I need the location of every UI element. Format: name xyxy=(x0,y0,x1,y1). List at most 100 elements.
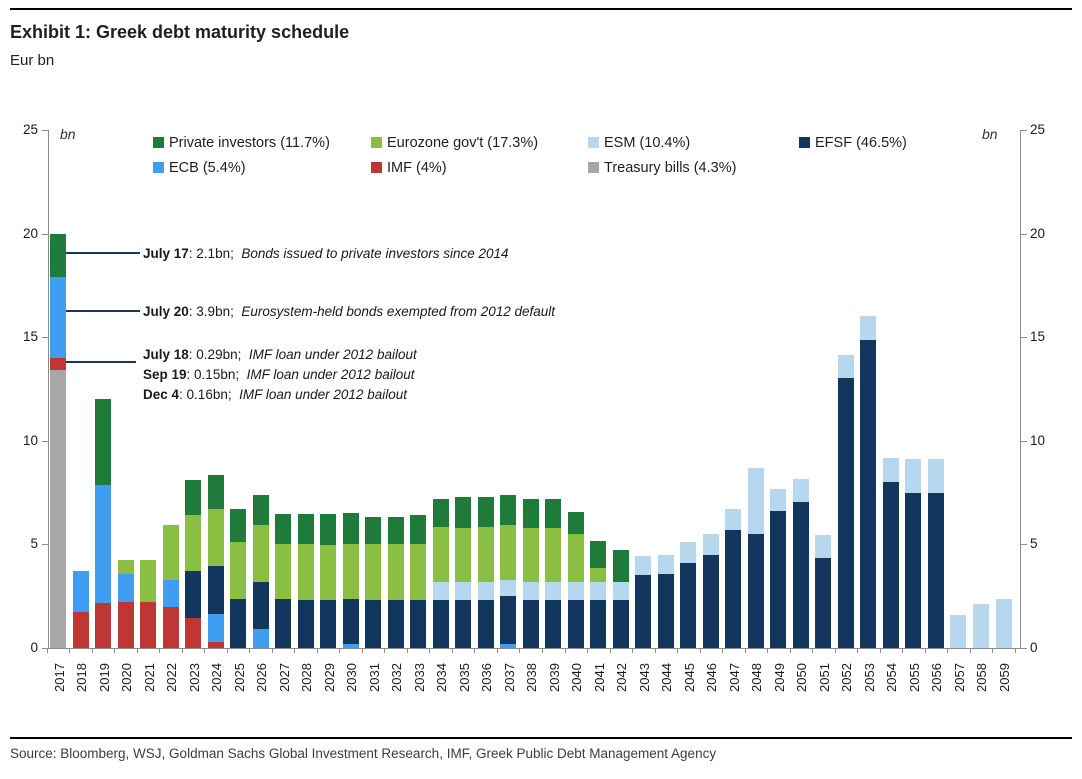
legend-item-ecb: ECB (5.4%) xyxy=(153,160,246,176)
legend-label: Private investors (11.7%) xyxy=(169,135,330,151)
x-tick-label: 2030 xyxy=(344,663,360,692)
x-tick xyxy=(384,648,386,653)
bar-segment xyxy=(567,512,584,535)
y-tick-label-left: 20 xyxy=(22,225,38,241)
x-tick xyxy=(181,648,183,653)
x-tick xyxy=(969,648,971,653)
bar-segment xyxy=(477,496,494,527)
x-tick-label: 2038 xyxy=(524,663,540,692)
unit-label-right: bn xyxy=(982,126,998,142)
bar-segment xyxy=(545,498,562,528)
legend-swatch xyxy=(588,137,599,148)
bar-segment xyxy=(50,370,66,648)
bar-segment xyxy=(950,614,967,648)
y-tick-label-left: 0 xyxy=(30,640,38,655)
bar-segment xyxy=(432,498,449,527)
y-tick-label-right: 25 xyxy=(1030,122,1046,137)
y-tick-label-right: 0 xyxy=(1030,640,1038,655)
bar-segment xyxy=(72,611,89,648)
annotation-amount: 2.1bn; xyxy=(196,246,234,261)
y-axis-right xyxy=(1020,130,1021,649)
bar-segment xyxy=(545,581,562,601)
x-tick xyxy=(722,648,724,653)
bar-segment xyxy=(860,316,877,341)
bar-segment xyxy=(590,581,607,601)
x-tick-label: 2043 xyxy=(636,663,652,692)
bar-segment xyxy=(792,501,809,648)
x-tick-label: 2058 xyxy=(974,663,990,692)
annotation-text: July 20: 3.9bn; Eurosystem-held bonds ex… xyxy=(143,304,556,319)
legend-label: IMF (4%) xyxy=(387,160,447,176)
y-tick-left xyxy=(42,544,48,546)
bar-segment xyxy=(342,544,359,600)
x-tick-label: 2039 xyxy=(546,663,562,692)
y-tick-left xyxy=(42,130,48,131)
bar-segment xyxy=(815,535,832,558)
bar-segment xyxy=(207,474,224,510)
bar-segment xyxy=(590,600,607,648)
y-tick-left xyxy=(42,233,48,235)
annotation-description: IMF loan under 2012 bailout xyxy=(239,387,407,402)
x-tick-label: 2020 xyxy=(119,663,135,692)
bar-segment xyxy=(500,643,517,648)
x-tick-label: 2021 xyxy=(141,663,157,692)
x-tick-label: 2045 xyxy=(681,663,697,692)
bar-segment xyxy=(477,581,494,601)
top-rule xyxy=(10,8,1072,10)
bar-segment xyxy=(702,554,719,648)
x-tick-label: 2048 xyxy=(749,663,765,692)
x-tick xyxy=(699,648,701,653)
bar-segment xyxy=(612,549,629,582)
x-tick-label: 2053 xyxy=(861,663,877,692)
bar-segment xyxy=(680,563,697,648)
x-tick-label: 2032 xyxy=(389,663,405,692)
x-tick-label: 2022 xyxy=(164,663,180,692)
y-tick-label-left: 25 xyxy=(22,122,38,137)
annotation-description: IMF loan under 2012 bailout xyxy=(248,347,417,362)
bar-segment xyxy=(342,513,359,545)
x-tick xyxy=(857,648,859,653)
bar-segment xyxy=(95,603,112,648)
legend-swatch xyxy=(153,137,164,148)
x-tick xyxy=(91,648,93,653)
x-tick xyxy=(744,648,746,653)
bar-segment xyxy=(275,599,292,648)
bar-segment xyxy=(50,357,66,371)
chart-units-subtitle: Eur bn xyxy=(10,52,55,69)
bar-segment xyxy=(680,542,697,564)
bar-segment xyxy=(50,277,66,358)
bar-segment xyxy=(230,509,247,543)
legend-item-treasury: Treasury bills (4.3%) xyxy=(588,160,736,176)
bar-segment xyxy=(342,643,359,648)
bar-segment xyxy=(882,482,899,648)
x-tick xyxy=(924,648,926,653)
bar-segment xyxy=(567,534,584,582)
x-tick-label: 2040 xyxy=(569,663,585,692)
bar-segment xyxy=(972,604,989,648)
bar-segment xyxy=(477,600,494,648)
x-tick xyxy=(632,648,634,653)
y-axis-left xyxy=(48,130,49,649)
bar-segment xyxy=(297,544,314,601)
bar-segment xyxy=(860,340,877,648)
x-tick xyxy=(879,648,881,653)
bar-segment xyxy=(320,600,337,648)
y-tick-left xyxy=(42,648,48,649)
x-tick-label: 2051 xyxy=(816,663,832,692)
bottom-rule xyxy=(10,737,1072,739)
x-tick xyxy=(429,648,431,653)
bar-segment xyxy=(162,606,179,648)
x-tick-label: 2044 xyxy=(659,663,675,692)
bar-segment xyxy=(230,599,247,648)
x-tick-label: 2042 xyxy=(614,663,630,692)
bar-segment xyxy=(455,527,472,582)
annotation-date: Sep 19 xyxy=(143,367,187,382)
legend-item-esm: ESM (10.4%) xyxy=(588,135,690,151)
x-tick-label: 2054 xyxy=(884,663,900,692)
bar-segment xyxy=(612,600,629,648)
x-tick-label: 2036 xyxy=(479,663,495,692)
legend-label: Eurozone gov't (17.3%) xyxy=(387,135,539,151)
bar-segment xyxy=(185,617,202,648)
bar-segment xyxy=(815,557,832,648)
x-tick-label: 2057 xyxy=(951,663,967,692)
